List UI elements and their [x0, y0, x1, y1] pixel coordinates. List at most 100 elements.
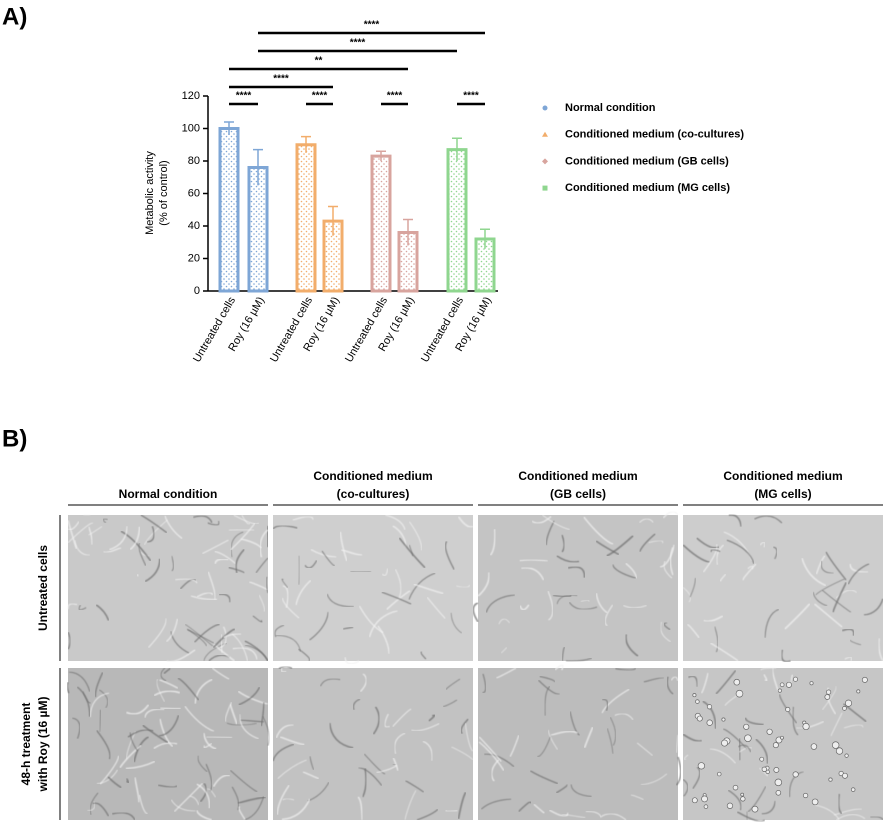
column-header: Conditioned medium	[723, 469, 842, 483]
cell-process	[67, 522, 94, 544]
cell-process	[747, 786, 767, 813]
error-bar	[253, 148, 263, 186]
cell-process	[280, 667, 287, 673]
cell-process	[754, 515, 783, 524]
cell-process	[372, 706, 381, 735]
cell-process	[252, 615, 263, 623]
cell-process	[157, 784, 178, 788]
cell-process	[326, 593, 354, 608]
cell-process	[394, 568, 402, 599]
micrograph	[472, 511, 679, 662]
cell-process	[636, 742, 653, 756]
cell-process	[669, 547, 674, 576]
cell-process	[340, 548, 363, 557]
cell-process	[109, 525, 129, 551]
cell-process	[125, 760, 156, 770]
cell-process	[169, 630, 190, 654]
cell-body	[779, 682, 785, 688]
micrograph-bg	[478, 668, 678, 820]
cell-process	[129, 526, 141, 551]
cell-process	[489, 529, 496, 556]
cell-process	[726, 539, 755, 565]
cell-process	[544, 685, 551, 716]
cell-process	[66, 681, 70, 694]
cell-process	[662, 511, 679, 519]
cell-process	[279, 735, 305, 746]
cell-body	[780, 735, 784, 740]
cell-process	[96, 769, 119, 785]
cell-body	[842, 772, 848, 779]
cell-process	[727, 789, 742, 811]
cell-process	[722, 728, 748, 750]
significance-label: ****	[387, 91, 403, 102]
x-tick-label: Untreated cells	[343, 295, 390, 365]
cell-process	[203, 742, 213, 749]
cell-body	[701, 795, 708, 803]
cell-process	[392, 708, 412, 728]
cell-process	[660, 621, 672, 643]
cell-process	[309, 756, 315, 771]
cell-process	[480, 798, 512, 810]
cell-process	[585, 810, 602, 817]
micrograph-bg	[273, 515, 473, 661]
cell-process	[95, 729, 111, 760]
micrograph	[272, 514, 474, 665]
legend-marker	[542, 185, 548, 191]
cell-process	[359, 673, 368, 693]
cell-process	[801, 557, 827, 587]
cell-process	[88, 526, 103, 536]
cell-process	[302, 771, 319, 780]
cell-process	[67, 602, 78, 610]
cell-process	[202, 732, 217, 750]
cell-process	[177, 677, 200, 701]
cell-process	[742, 563, 757, 581]
cell-process	[386, 589, 411, 611]
significance-label: **	[315, 56, 323, 67]
cell-process	[484, 753, 515, 768]
cell-process	[223, 632, 242, 639]
cell-process	[759, 767, 769, 777]
micrograph-bg	[68, 668, 268, 820]
cell-process	[136, 573, 139, 578]
cell-process	[385, 514, 406, 531]
cell-process	[482, 673, 487, 694]
cell-process	[193, 623, 220, 643]
cell-body	[743, 723, 750, 730]
cell-process	[244, 640, 269, 662]
y-tick-label: 120	[182, 90, 200, 102]
column-header: (MG cells)	[754, 487, 811, 501]
cell-body	[761, 766, 768, 772]
cell-process	[239, 719, 265, 723]
cell-process	[538, 679, 560, 696]
cell-process	[615, 667, 637, 671]
cell-process	[702, 700, 717, 729]
row-header: with Roy (16 µM)	[36, 697, 50, 793]
cell-body	[773, 767, 780, 773]
cell-process	[94, 672, 104, 698]
cell-body	[861, 676, 868, 683]
cell-process	[277, 759, 307, 780]
cell-process	[547, 729, 558, 750]
cell-process	[537, 736, 551, 758]
cell-process	[844, 656, 853, 662]
cell-process	[835, 589, 858, 599]
cell-process	[138, 542, 147, 566]
cell-process	[682, 544, 710, 564]
cell-process	[663, 560, 673, 579]
cell-process	[663, 621, 671, 631]
cell-process	[411, 722, 440, 732]
cell-process	[275, 635, 301, 652]
cell-body	[772, 742, 779, 749]
cell-process	[339, 531, 348, 562]
cell-process	[319, 678, 341, 687]
cell-process	[738, 746, 753, 753]
cell-process	[703, 615, 724, 623]
cell-process	[259, 529, 269, 558]
cell-process	[820, 560, 834, 574]
cell-process	[179, 578, 197, 590]
micrograph	[478, 664, 682, 821]
cell-process	[119, 744, 142, 769]
y-tick-label: 80	[188, 155, 200, 167]
cell-process	[328, 722, 354, 749]
micrograph	[67, 514, 269, 663]
